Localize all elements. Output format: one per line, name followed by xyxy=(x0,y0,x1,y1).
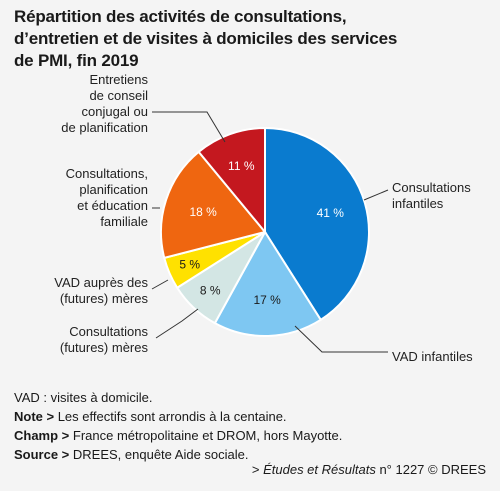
slice-category-label: Consultations, planification et éducation f… xyxy=(66,166,148,229)
leader-line xyxy=(363,189,389,201)
slice-category-label: Consultations (futures) mères xyxy=(60,324,149,355)
note-key: Note > xyxy=(14,409,55,424)
slice-value-label: 5 % xyxy=(179,258,200,272)
champ-key: Champ > xyxy=(14,428,70,443)
source-line: Source > DREES, enquête Aide sociale. xyxy=(14,445,342,464)
source-key: Source > xyxy=(14,447,70,462)
pie-slice xyxy=(160,150,267,260)
slice-category-label: Entretiens de conseil conjugal ou de planif… xyxy=(61,72,148,135)
slice-value-label: 18 % xyxy=(190,205,218,219)
source-text: DREES, enquête Aide sociale. xyxy=(69,447,249,462)
pie-chart: 41 % 17 % 8 %5 % 18 % 11 % Consultations infan… xyxy=(54,72,473,364)
slice-category-label: VAD infantiles xyxy=(392,349,473,364)
leader-line xyxy=(151,279,169,290)
reference-suffix: n° 1227 © DREES xyxy=(375,462,486,477)
leader-line xyxy=(294,325,388,353)
slice-category-label: Consultations infantiles xyxy=(392,180,471,211)
reference-publication: Études et Résultats xyxy=(263,462,376,477)
pie-slice xyxy=(213,230,323,337)
note-vad: VAD : visites à domicile. xyxy=(14,390,153,405)
chart-notes: VAD : visites à domicile. Note > Les eff… xyxy=(14,388,342,464)
slice-category-label: VAD auprès des (futures) mères xyxy=(54,275,148,306)
reference-prefix: > xyxy=(251,462,264,477)
slice-value-label: 41 % xyxy=(317,206,345,220)
slice-value-label: 8 % xyxy=(200,283,221,297)
note-text: Les effectifs sont arrondis à la centain… xyxy=(54,409,287,424)
leader-line xyxy=(152,111,226,143)
pie-slice xyxy=(197,126,266,235)
slice-value-label: 11 % xyxy=(228,159,255,173)
title-line: d’entretien et de visites à domiciles de… xyxy=(14,29,398,48)
slice-value-label: 17 % xyxy=(253,293,281,307)
publication-reference: > Études et Résultats n° 1227 © DREES xyxy=(252,462,486,477)
title-line: Répartition des activités de consultatio… xyxy=(14,7,347,26)
chart-title: Répartition des activités de consultatio… xyxy=(14,6,484,72)
leader-line xyxy=(155,308,199,339)
title-line: de PMI, fin 2019 xyxy=(14,51,139,70)
champ-text: France métropolitaine et DROM, hors Mayo… xyxy=(69,428,343,443)
champ-line: Champ > France métropolitaine et DROM, h… xyxy=(14,426,342,445)
note-line: Note > Les effectifs sont arrondis à la … xyxy=(14,407,342,426)
